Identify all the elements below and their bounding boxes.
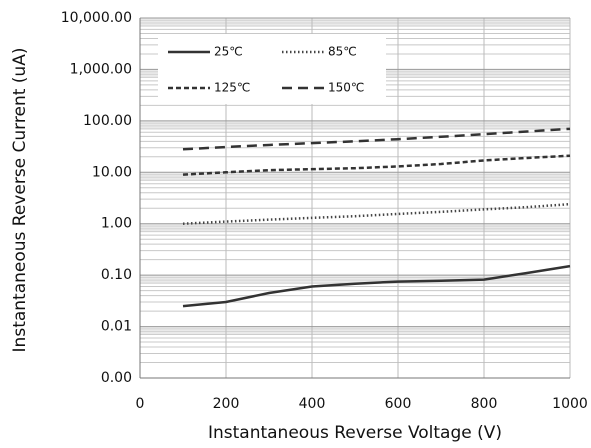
series-line — [182, 154, 571, 176]
x-axis-title: Instantaneous Reverse Voltage (V) — [208, 423, 502, 443]
x-tick-label: 600 — [385, 396, 412, 412]
y-tick-label: 100.00 — [83, 113, 132, 129]
y-tick-label: 10,000.00 — [61, 10, 132, 26]
x-tick-label: 800 — [471, 396, 498, 412]
y-tick-label: 10.00 — [92, 164, 132, 180]
legend-label: 85℃ — [328, 45, 357, 59]
grid-band — [140, 223, 570, 232]
grid-band — [140, 172, 570, 181]
y-tick-label: 0.00 — [101, 370, 132, 386]
y-axis-title: Instantaneous Reverse Current (uA) — [10, 48, 30, 353]
x-tick-label: 400 — [299, 396, 326, 412]
grid-band — [140, 275, 570, 284]
grid-band — [140, 18, 570, 26]
y-tick-label: 0.10 — [101, 267, 132, 283]
legend-label: 125℃ — [214, 81, 250, 95]
y-tick-label: 0.01 — [101, 319, 132, 335]
x-tick-label: 1000 — [552, 396, 588, 412]
grid-band — [140, 120, 570, 129]
x-tick-label: 200 — [213, 396, 240, 412]
legend-box — [158, 34, 386, 104]
series-line — [182, 127, 571, 151]
series-line — [182, 202, 571, 225]
x-tick-label: 0 — [136, 396, 145, 412]
series-line — [182, 264, 571, 308]
y-tick-label: 1.00 — [101, 216, 132, 232]
y-tick-label: 1,000.00 — [70, 61, 132, 77]
grid-band — [140, 326, 570, 335]
legend-label: 150℃ — [328, 81, 364, 95]
legend-label: 25℃ — [214, 45, 243, 59]
